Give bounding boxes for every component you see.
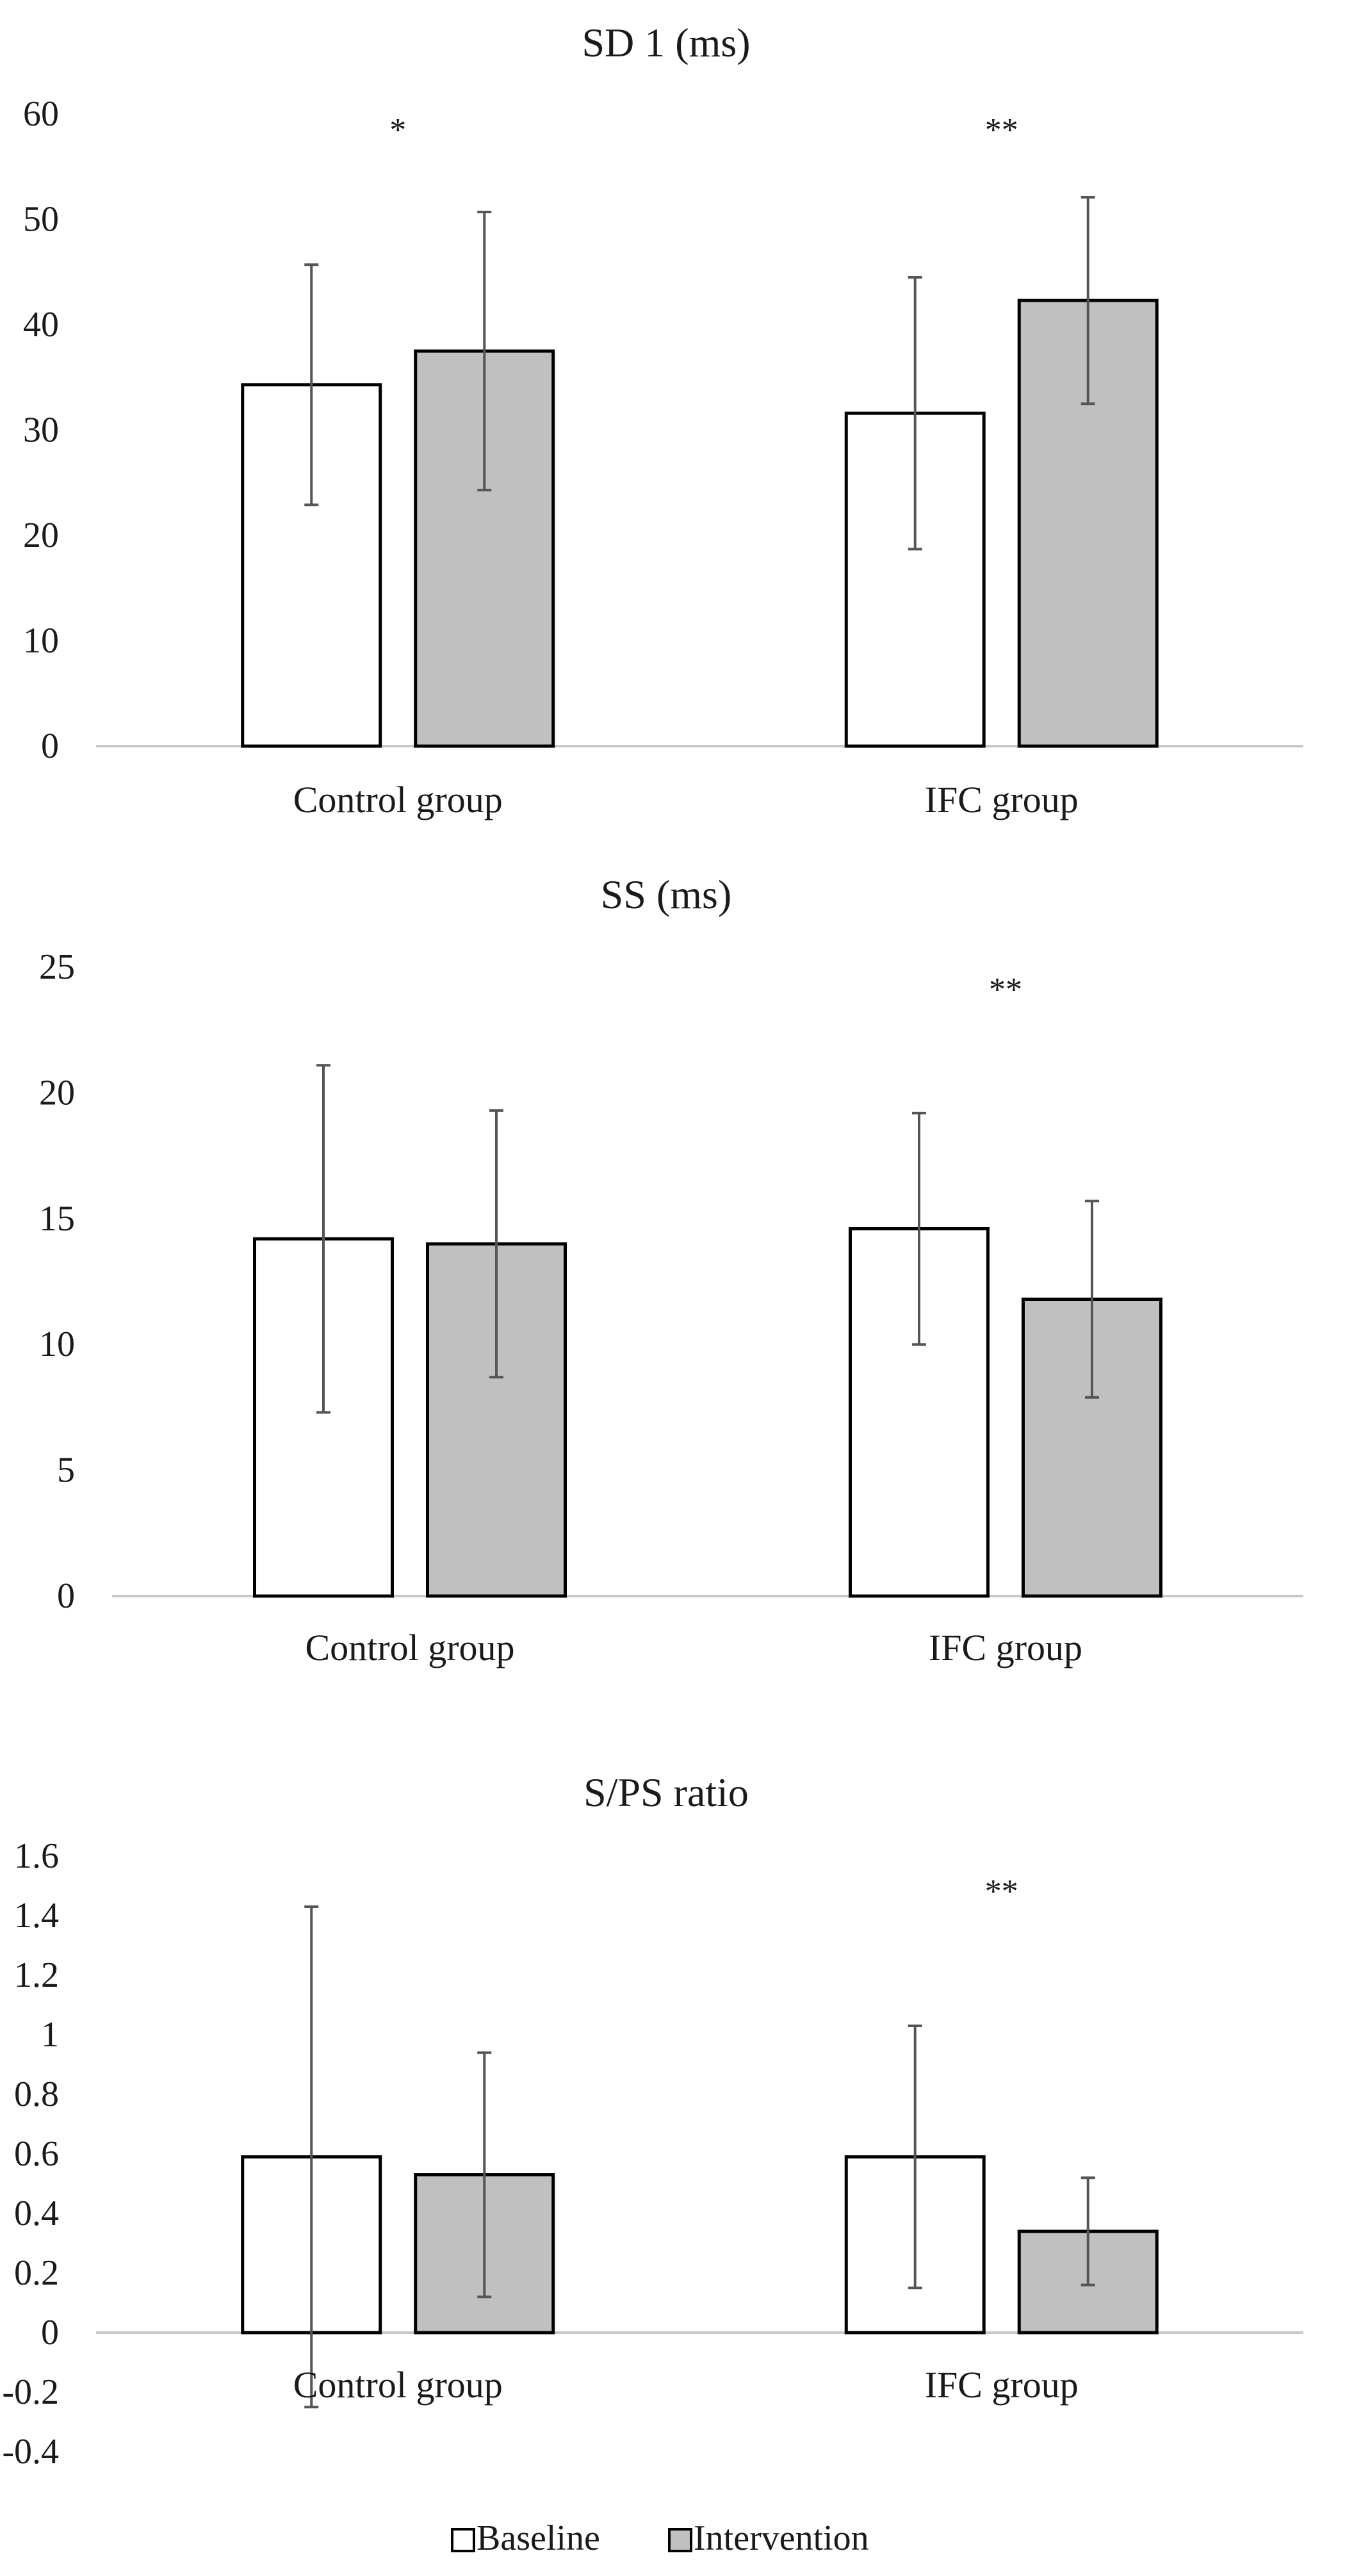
x-category-label: IFC group (925, 779, 1079, 820)
significance-marker: ** (985, 112, 1018, 149)
x-category-label: Control group (305, 1627, 514, 1668)
y-tick-label: 0 (41, 726, 59, 766)
y-tick-label: 0.8 (14, 2075, 59, 2114)
legend-label-intervention: Intervention (694, 2518, 869, 2558)
legend: Baseline Intervention (451, 2518, 869, 2558)
y-tick-label: 40 (23, 305, 59, 345)
chart-title: SD 1 (ms) (582, 20, 750, 65)
y-tick-label: 10 (39, 1325, 75, 1364)
y-tick-label: 25 (39, 947, 75, 987)
significance-marker: ** (989, 972, 1022, 1008)
y-tick-label: 10 (23, 621, 59, 661)
y-tick-label: 20 (23, 516, 59, 555)
chart-sps-ratio: S/PS ratio -0.4 -0.2 0 0.2 0.4 0.6 0.8 1 1.2 1.4 1… (2, 1770, 1303, 2472)
x-category-label: Control group (293, 2364, 503, 2406)
legend-swatch-baseline (451, 2528, 475, 2552)
chart-title: S/PS ratio (583, 1770, 749, 1815)
x-category-label: IFC group (929, 1627, 1082, 1668)
y-tick-label: 1 (41, 2015, 59, 2055)
y-tick-label: 20 (39, 1073, 75, 1113)
y-tick-label: 1.4 (14, 1896, 59, 1936)
y-tick-label: 5 (57, 1451, 75, 1490)
chart-title: SS (ms) (601, 872, 732, 917)
y-tick-label: 0 (41, 2313, 59, 2352)
significance-marker: * (389, 112, 406, 149)
y-tick-label: 0.4 (14, 2194, 59, 2233)
significance-marker: ** (985, 1873, 1018, 1910)
x-category-label: IFC group (925, 2364, 1079, 2406)
y-tick-label: 50 (23, 200, 59, 240)
y-tick-label: 0.2 (14, 2253, 59, 2293)
y-tick-label: 1.6 (14, 1836, 59, 1876)
chart-ss: SS (ms) 0 5 10 15 20 25 Control group IFC group… (39, 872, 1303, 1668)
y-tick-label: 60 (23, 94, 59, 134)
y-tick-label: 0.6 (14, 2134, 59, 2174)
legend-label-baseline: Baseline (477, 2518, 600, 2558)
legend-swatch-intervention (668, 2528, 692, 2552)
y-tick-label: 15 (39, 1199, 75, 1239)
y-tick-label: 30 (23, 411, 59, 450)
y-tick-label: 0 (57, 1576, 75, 1616)
y-tick-label: 1.2 (14, 1955, 59, 1995)
x-category-label: Control group (293, 779, 503, 820)
y-tick-label: -0.4 (2, 2432, 59, 2472)
chart-sd1: SD 1 (ms) 0 10 20 30 40 50 60 Control group * IFC… (23, 20, 1303, 820)
y-tick-label: -0.2 (2, 2372, 59, 2412)
